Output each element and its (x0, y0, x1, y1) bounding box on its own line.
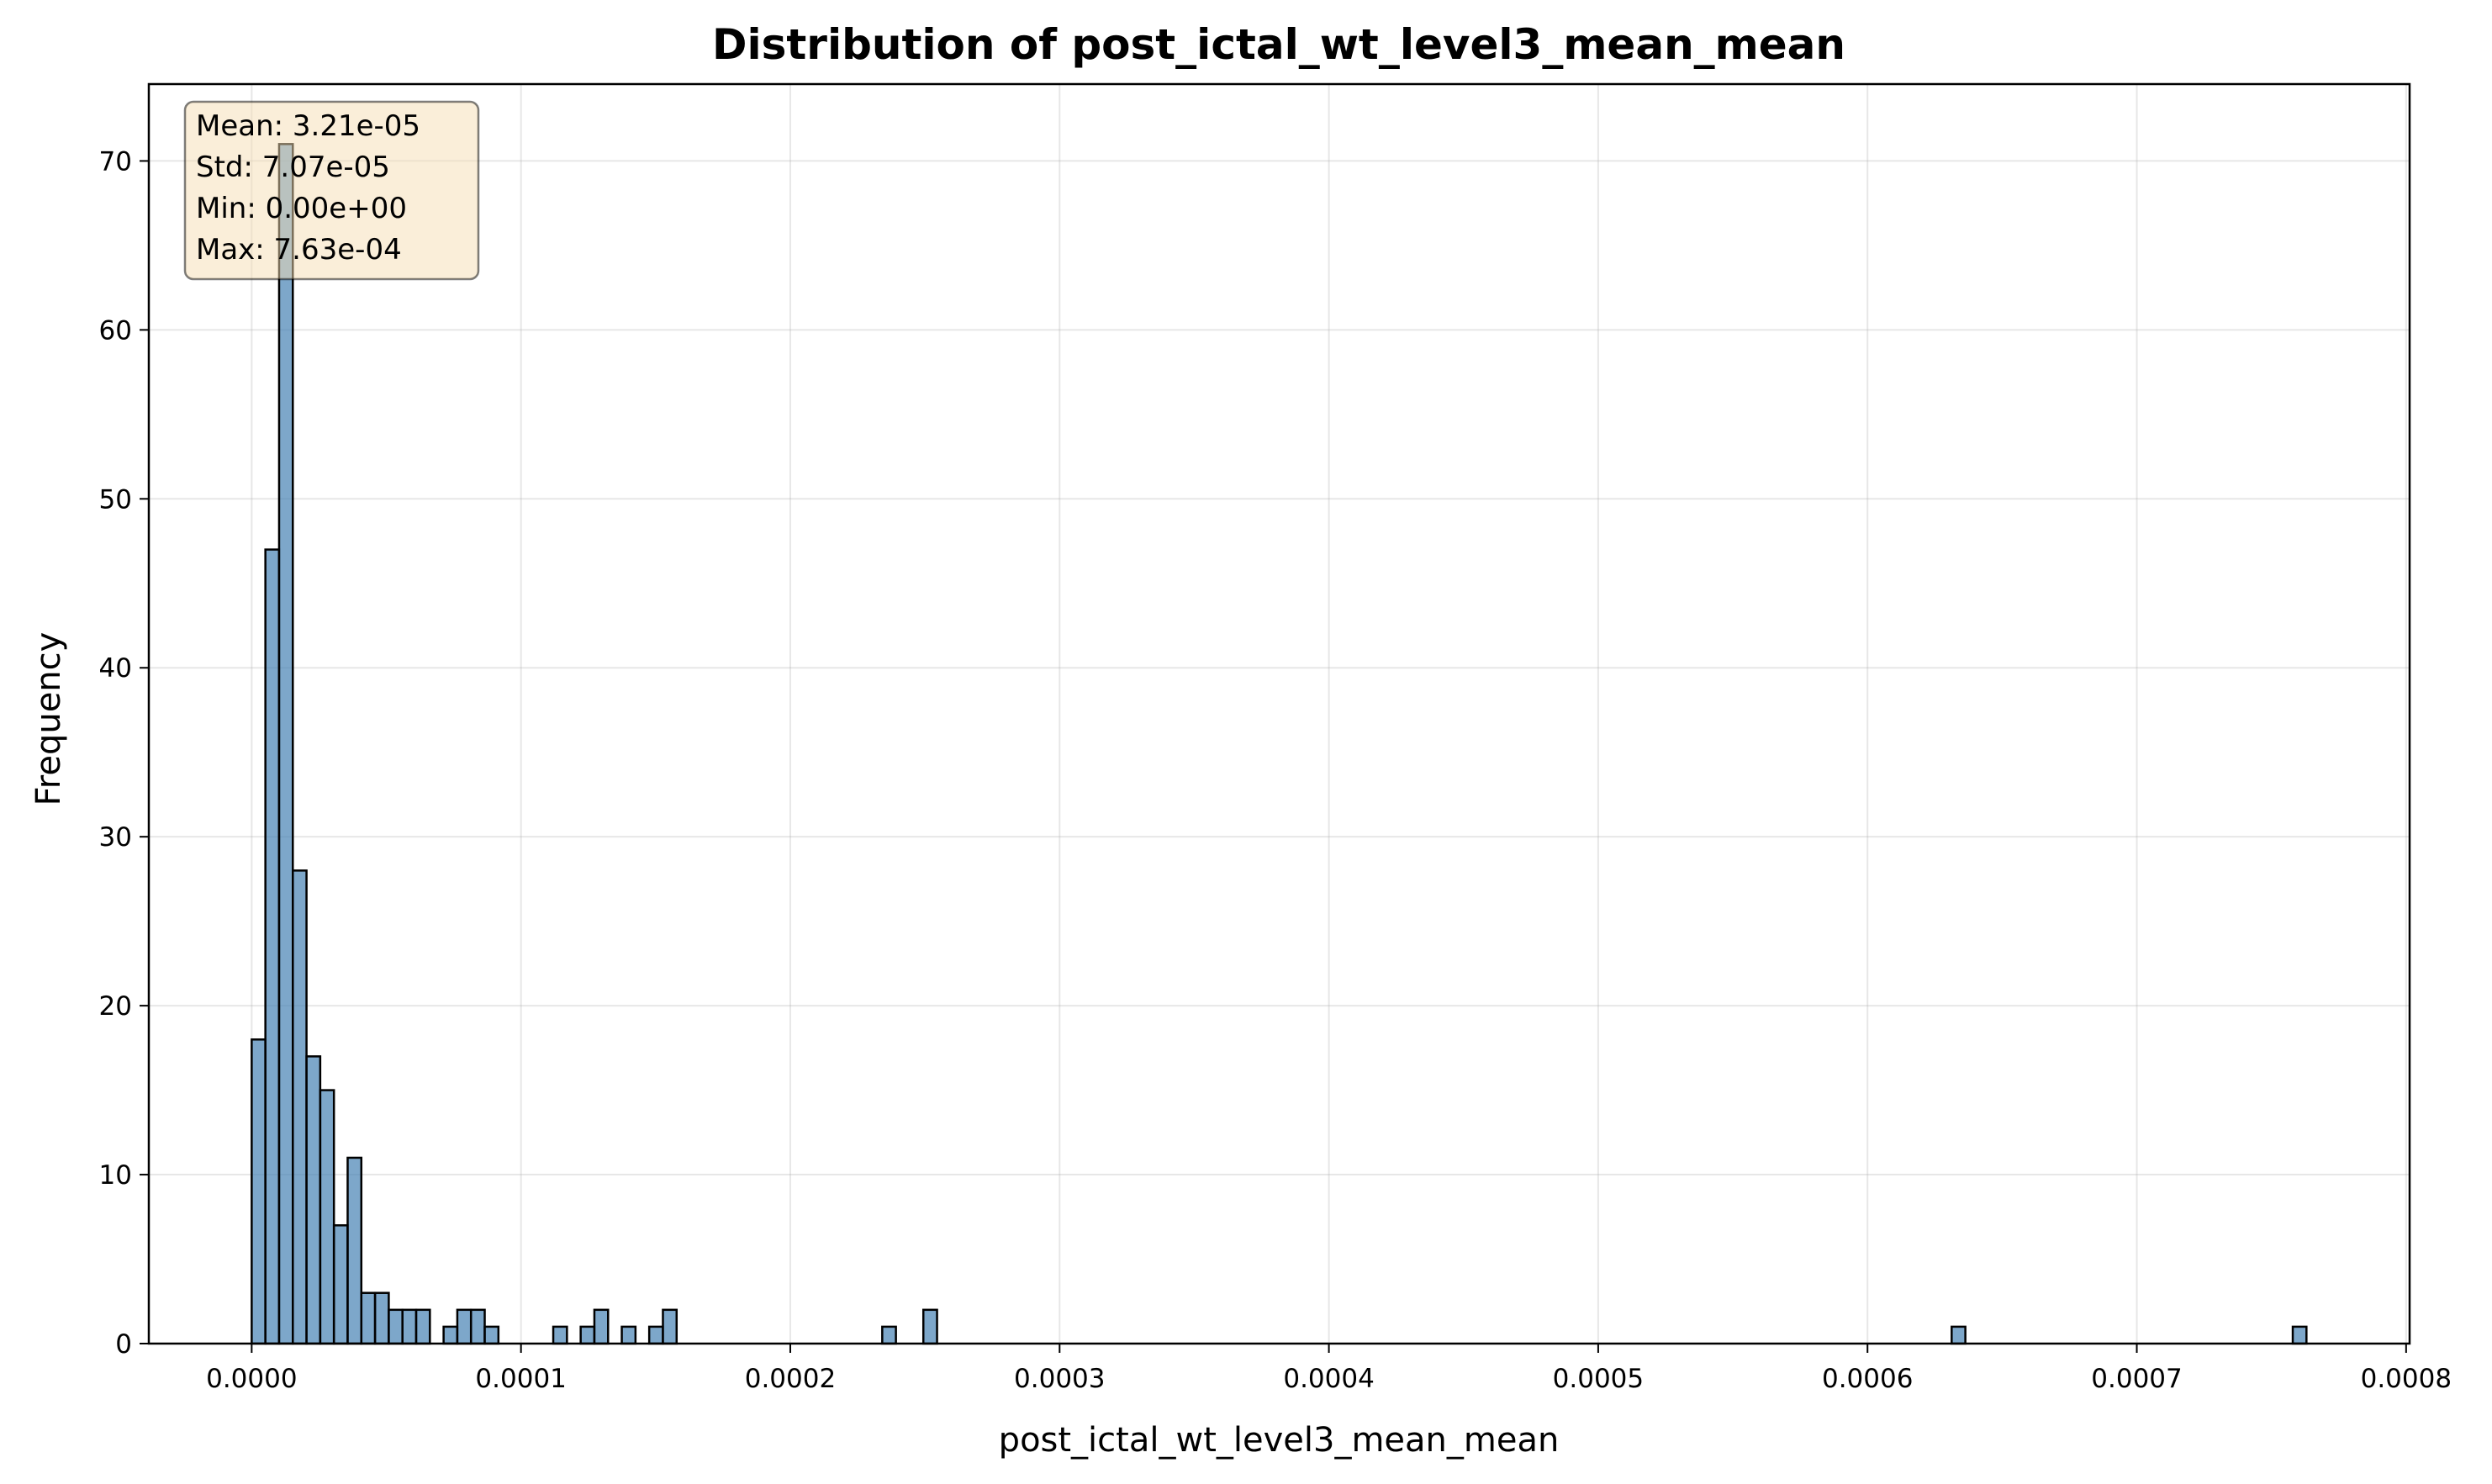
y-tick-label: 70 (99, 146, 132, 177)
x-axis-label: post_ictal_wt_level3_mean_mean (999, 1421, 1560, 1460)
histogram-bar (414, 1308, 431, 1345)
x-tick-label: 0.0008 (2361, 1364, 2452, 1394)
histogram-bar (483, 1325, 500, 1345)
plot-frame (147, 82, 2411, 1345)
x-tick-label: 0.0004 (1283, 1364, 1374, 1394)
histogram-bar (292, 869, 308, 1345)
stats-box-background (183, 100, 480, 281)
y-axis-ticks: 0 10 20 30 40 50 60 70 (99, 146, 149, 1360)
histogram-bar (305, 1055, 322, 1345)
histogram-bar (456, 1308, 473, 1345)
histogram-bar (552, 1325, 568, 1345)
chart-title: Distribution of post_ictal_wt_level3_mea… (712, 20, 1845, 69)
stats-mean: Mean: 3.21e-05 (196, 109, 420, 143)
y-tick-label: 0 (115, 1329, 132, 1360)
histogram-bar (277, 143, 294, 1345)
x-tick-label: 0.0003 (1014, 1364, 1105, 1394)
histogram-bar (593, 1308, 610, 1345)
histogram-bar (373, 1291, 390, 1345)
histogram-bar (319, 1089, 335, 1345)
x-tick-label: 0.0000 (206, 1364, 297, 1394)
x-tick-label: 0.0006 (1822, 1364, 1913, 1394)
stats-min: Min: 0.00e+00 (196, 192, 407, 225)
x-tick-label: 0.0007 (2091, 1364, 2182, 1394)
histogram-bar (401, 1308, 418, 1345)
histogram-bar (620, 1325, 637, 1345)
histogram-bar (579, 1325, 596, 1345)
histogram-bar (388, 1308, 404, 1345)
histogram-bar (360, 1291, 377, 1345)
histogram-bar (881, 1325, 897, 1345)
y-tick-label: 40 (99, 653, 132, 684)
x-tick-label: 0.0001 (475, 1364, 566, 1394)
stats-std: Std: 7.07e-05 (196, 151, 390, 184)
y-tick-label: 60 (99, 315, 132, 346)
stats-box: Mean: 3.21e-05 Std: 7.07e-05 Min: 0.00e+… (183, 100, 480, 281)
histogram-bar (442, 1325, 459, 1345)
y-tick-label: 10 (99, 1160, 132, 1191)
histogram-bar (1951, 1325, 1967, 1345)
x-tick-label: 0.0002 (745, 1364, 836, 1394)
histogram-bar (332, 1224, 349, 1345)
y-axis-label: Frequency (29, 632, 68, 806)
histogram-bar (469, 1308, 486, 1345)
histogram-bar (251, 1038, 267, 1345)
y-tick-label: 20 (99, 991, 132, 1022)
histogram-bar (662, 1308, 678, 1345)
histogram-bar (264, 548, 281, 1345)
histogram-bar (647, 1325, 664, 1345)
y-tick-label: 50 (99, 484, 132, 515)
stats-max: Max: 7.63e-04 (196, 233, 402, 267)
y-tick-label: 30 (99, 822, 132, 853)
histogram-bar (346, 1156, 363, 1345)
histogram-bar (2291, 1325, 2308, 1345)
x-axis-ticks: 0.0000 0.0001 0.0002 0.0003 0.0004 0.0005 0.00… (206, 1344, 2452, 1394)
x-tick-label: 0.0005 (1553, 1364, 1644, 1394)
histogram-bar (921, 1308, 938, 1345)
